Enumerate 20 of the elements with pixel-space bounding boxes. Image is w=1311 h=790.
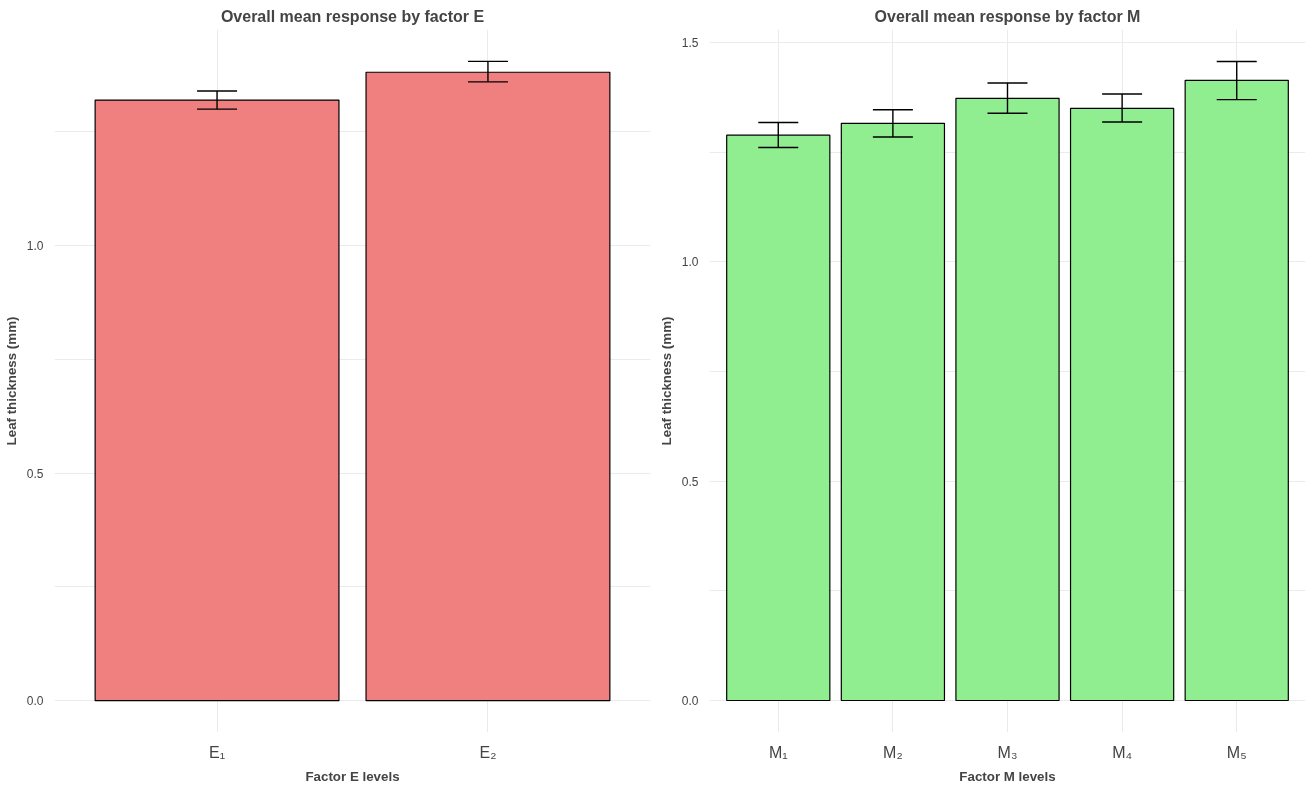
x-tick-label: M₅ — [1226, 743, 1247, 761]
y-tick-label: 1.5 — [681, 36, 699, 51]
x-tick-label: E₁ — [209, 743, 226, 761]
y-tick-label: 0.5 — [681, 474, 699, 489]
y-tick-label: 0.0 — [26, 694, 44, 709]
y-axis-title: Leaf thickness (mm) — [658, 316, 674, 446]
x-tick-label: E₂ — [479, 743, 497, 761]
x-tick-label: M₃ — [997, 743, 1018, 761]
y-tick-label: 0.5 — [26, 466, 44, 481]
y-tick-label: 0.0 — [681, 693, 699, 708]
x-tick-label: M₂ — [883, 743, 903, 761]
x-axis-title: Factor M levels — [959, 768, 1056, 784]
y-axis-title: Leaf thickness (mm) — [3, 316, 19, 446]
x-tick-label: M₁ — [768, 743, 788, 761]
chart-title: Overall mean response by factor M — [874, 7, 1141, 25]
y-tick-label: 1.0 — [681, 255, 699, 270]
chart-title: Overall mean response by factor E — [220, 7, 485, 25]
x-axis-title: Factor E levels — [305, 768, 400, 784]
y-tick-label: 1.0 — [26, 239, 44, 254]
x-tick-label: M₄ — [1112, 743, 1133, 761]
